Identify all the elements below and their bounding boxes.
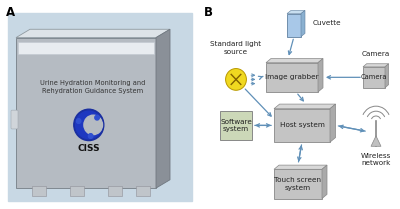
Circle shape <box>76 119 81 123</box>
Polygon shape <box>156 29 170 188</box>
Polygon shape <box>16 29 170 38</box>
Text: Camera: Camera <box>361 74 387 80</box>
Text: CISS: CISS <box>78 144 100 153</box>
Bar <box>220 111 252 140</box>
Text: Software
system: Software system <box>220 119 252 132</box>
Polygon shape <box>371 136 381 146</box>
Bar <box>108 186 122 196</box>
Polygon shape <box>301 10 305 37</box>
Polygon shape <box>274 165 327 169</box>
Text: Urine Hydration Monitoring and
Rehydration Guidance System: Urine Hydration Monitoring and Rehydrati… <box>40 80 146 94</box>
Polygon shape <box>274 169 322 199</box>
Polygon shape <box>266 59 323 63</box>
Circle shape <box>226 69 246 90</box>
Circle shape <box>88 134 93 138</box>
Polygon shape <box>266 63 318 92</box>
Bar <box>32 186 46 196</box>
Bar <box>136 186 150 196</box>
Polygon shape <box>16 38 156 188</box>
Polygon shape <box>287 10 305 14</box>
Text: Standard light
source: Standard light source <box>210 41 262 55</box>
Text: Cuvette: Cuvette <box>313 20 342 26</box>
Polygon shape <box>274 104 336 109</box>
Circle shape <box>84 115 102 135</box>
Text: Camera: Camera <box>362 51 390 57</box>
Text: Host system: Host system <box>280 122 324 128</box>
Polygon shape <box>363 64 389 67</box>
FancyBboxPatch shape <box>11 110 18 129</box>
Polygon shape <box>287 14 301 37</box>
Text: B: B <box>204 6 213 19</box>
Text: Wireless
network: Wireless network <box>361 153 391 166</box>
Polygon shape <box>318 59 323 92</box>
Circle shape <box>76 111 102 139</box>
Polygon shape <box>385 64 389 88</box>
Polygon shape <box>330 104 336 142</box>
Bar <box>70 186 84 196</box>
Text: Touch screen
system: Touch screen system <box>274 177 322 191</box>
Text: Image grabber: Image grabber <box>265 74 319 80</box>
Circle shape <box>95 115 99 120</box>
Circle shape <box>74 109 104 141</box>
Text: A: A <box>6 6 15 19</box>
Polygon shape <box>322 165 327 199</box>
Polygon shape <box>363 67 385 88</box>
Bar <box>18 42 154 54</box>
Polygon shape <box>274 109 330 142</box>
